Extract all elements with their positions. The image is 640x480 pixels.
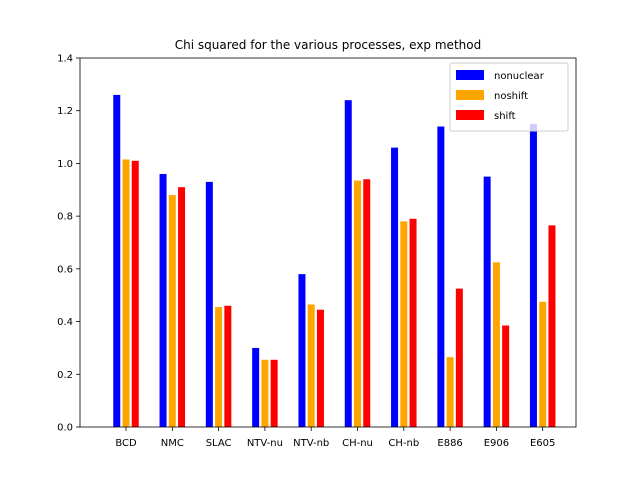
bar-nonuclear-NTV-nu bbox=[252, 347, 260, 427]
axes: 0.0 0.2 0.4 0.6 0.8 1.0 1.2 1.4 BCD NMC SLAC NTV-nu… bbox=[57, 54, 577, 449]
y-tick-label: 0.2 bbox=[57, 370, 73, 381]
x-tick-label: CH-nu bbox=[342, 438, 373, 449]
bar-noshift-CH-nu bbox=[354, 180, 361, 427]
bar-noshift-NMC bbox=[168, 195, 176, 427]
bar-nonuclear-CH-nu bbox=[344, 100, 352, 428]
x-tick-label: NTV-nb bbox=[293, 438, 329, 449]
y-tick-label: 1.0 bbox=[57, 159, 73, 170]
x-tick-label: NTV-nu bbox=[247, 438, 283, 449]
bar-shift-E605 bbox=[548, 225, 556, 427]
y-tick-label: 0.6 bbox=[57, 264, 73, 275]
bar-shift-NTV-nb bbox=[316, 309, 324, 427]
x-tick-label: NMC bbox=[161, 438, 184, 449]
bar-shift-CH-nu bbox=[363, 179, 371, 427]
bar-noshift-E605 bbox=[539, 301, 547, 427]
bars-layer bbox=[113, 94, 556, 428]
bar-noshift-E886 bbox=[446, 357, 454, 427]
bar-nonuclear-NMC bbox=[159, 173, 167, 427]
bar-nonuclear-E605 bbox=[529, 123, 537, 427]
bar-nonuclear-NTV-nb bbox=[298, 274, 306, 427]
x-tick-label: E886 bbox=[437, 438, 462, 449]
chart-title: Chi squared for the various processes, e… bbox=[175, 38, 481, 52]
bar-nonuclear-SLAC bbox=[205, 181, 213, 427]
bar-nonuclear-E886 bbox=[437, 126, 445, 427]
y-tick-label: 1.2 bbox=[57, 106, 73, 117]
bar-shift-CH-nb bbox=[409, 218, 417, 427]
x-tick-label: E605 bbox=[530, 438, 555, 449]
bar-noshift-NTV-nu bbox=[261, 359, 269, 427]
legend: nonuclear noshift shift bbox=[449, 62, 569, 132]
bar-shift-NTV-nu bbox=[270, 359, 278, 427]
legend-swatch-nonuclear bbox=[456, 70, 484, 80]
x-tick-label: E906 bbox=[484, 438, 509, 449]
y-tick-label: 1.4 bbox=[57, 54, 73, 65]
bar-noshift-CH-nb bbox=[400, 221, 408, 427]
bar-shift-E886 bbox=[455, 288, 463, 428]
x-tick-label: CH-nb bbox=[388, 438, 419, 449]
bar-shift-SLAC bbox=[224, 305, 232, 427]
y-tick-label: 0.0 bbox=[57, 423, 73, 434]
y-tick-label: 0.4 bbox=[57, 317, 73, 328]
bar-nonuclear-CH-nb bbox=[391, 147, 399, 428]
bar-noshift-E906 bbox=[492, 262, 500, 427]
legend-label-noshift: noshift bbox=[494, 91, 528, 102]
bar-noshift-BCD bbox=[122, 159, 130, 428]
legend-label-nonuclear: nonuclear bbox=[494, 71, 545, 82]
legend-swatch-shift bbox=[456, 110, 484, 120]
y-tick-label: 0.8 bbox=[57, 212, 73, 223]
bar-nonuclear-E906 bbox=[483, 176, 491, 427]
bar-shift-NMC bbox=[178, 187, 186, 427]
plot-frame bbox=[79, 57, 577, 428]
bar-nonuclear-BCD bbox=[113, 94, 121, 428]
bar-shift-BCD bbox=[131, 160, 139, 428]
bar-noshift-NTV-nb bbox=[307, 304, 315, 427]
legend-label-shift: shift bbox=[494, 111, 516, 122]
bar-shift-E906 bbox=[502, 325, 510, 427]
x-tick-label: BCD bbox=[115, 438, 137, 449]
legend-swatch-noshift bbox=[456, 90, 484, 100]
bar-noshift-SLAC bbox=[215, 307, 223, 427]
x-tick-label: SLAC bbox=[206, 438, 232, 449]
